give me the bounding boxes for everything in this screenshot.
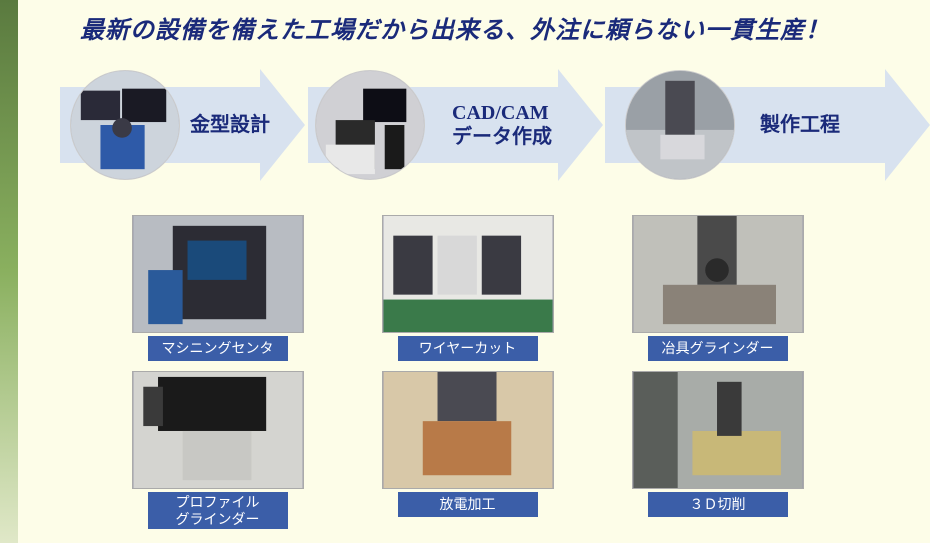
equipment-label: 放電加工 bbox=[398, 492, 538, 517]
equipment-card: 放電加工 bbox=[380, 371, 555, 530]
left-accent-stripe bbox=[0, 0, 18, 543]
equipment-card: 冶具グラインダー bbox=[630, 215, 805, 361]
equipment-image bbox=[632, 371, 804, 489]
flow-label-2: CAD/CAMデータ作成 bbox=[452, 101, 552, 149]
equipment-card: マシニングセンタ bbox=[130, 215, 305, 361]
equipment-label: ３Ｄ切削 bbox=[648, 492, 788, 517]
equipment-row: プロファイルグラインダー 放電加工 ３Ｄ切削 bbox=[130, 371, 910, 530]
equipment-grid: マシニングセンタ ワイヤーカット 冶具グラインダー プロファイルグラインダー bbox=[130, 215, 910, 539]
flow-image-1 bbox=[70, 70, 180, 180]
equipment-label: ワイヤーカット bbox=[398, 336, 538, 361]
equipment-image bbox=[132, 371, 304, 489]
equipment-label: 冶具グラインダー bbox=[648, 336, 788, 361]
equipment-card: ワイヤーカット bbox=[380, 215, 555, 361]
equipment-label: プロファイルグラインダー bbox=[148, 492, 288, 530]
equipment-image bbox=[382, 371, 554, 489]
arrow-head-icon bbox=[885, 69, 930, 181]
equipment-image bbox=[132, 215, 304, 333]
placeholder-photo-icon bbox=[626, 71, 734, 179]
equipment-image bbox=[382, 215, 554, 333]
arrow-head-icon bbox=[558, 69, 603, 181]
flow-label-3: 製作工程 bbox=[760, 113, 840, 137]
equipment-image bbox=[632, 215, 804, 333]
equipment-row: マシニングセンタ ワイヤーカット 冶具グラインダー bbox=[130, 215, 910, 361]
flow-image-2 bbox=[315, 70, 425, 180]
flow-label-1: 金型設計 bbox=[190, 113, 270, 137]
placeholder-photo-icon bbox=[316, 71, 424, 179]
process-flow: 金型設計 CAD/CAMデータ作成 製作工程 bbox=[60, 55, 930, 195]
equipment-card: プロファイルグラインダー bbox=[130, 371, 305, 530]
placeholder-photo-icon bbox=[71, 71, 179, 179]
flow-label-2-text: CAD/CAMデータ作成 bbox=[452, 102, 552, 148]
equipment-label: マシニングセンタ bbox=[148, 336, 288, 361]
equipment-card: ３Ｄ切削 bbox=[630, 371, 805, 530]
page-title: 最新の設備を備えた工場だから出来る、外注に頼らない一貫生産！ bbox=[80, 10, 910, 45]
flow-image-3 bbox=[625, 70, 735, 180]
